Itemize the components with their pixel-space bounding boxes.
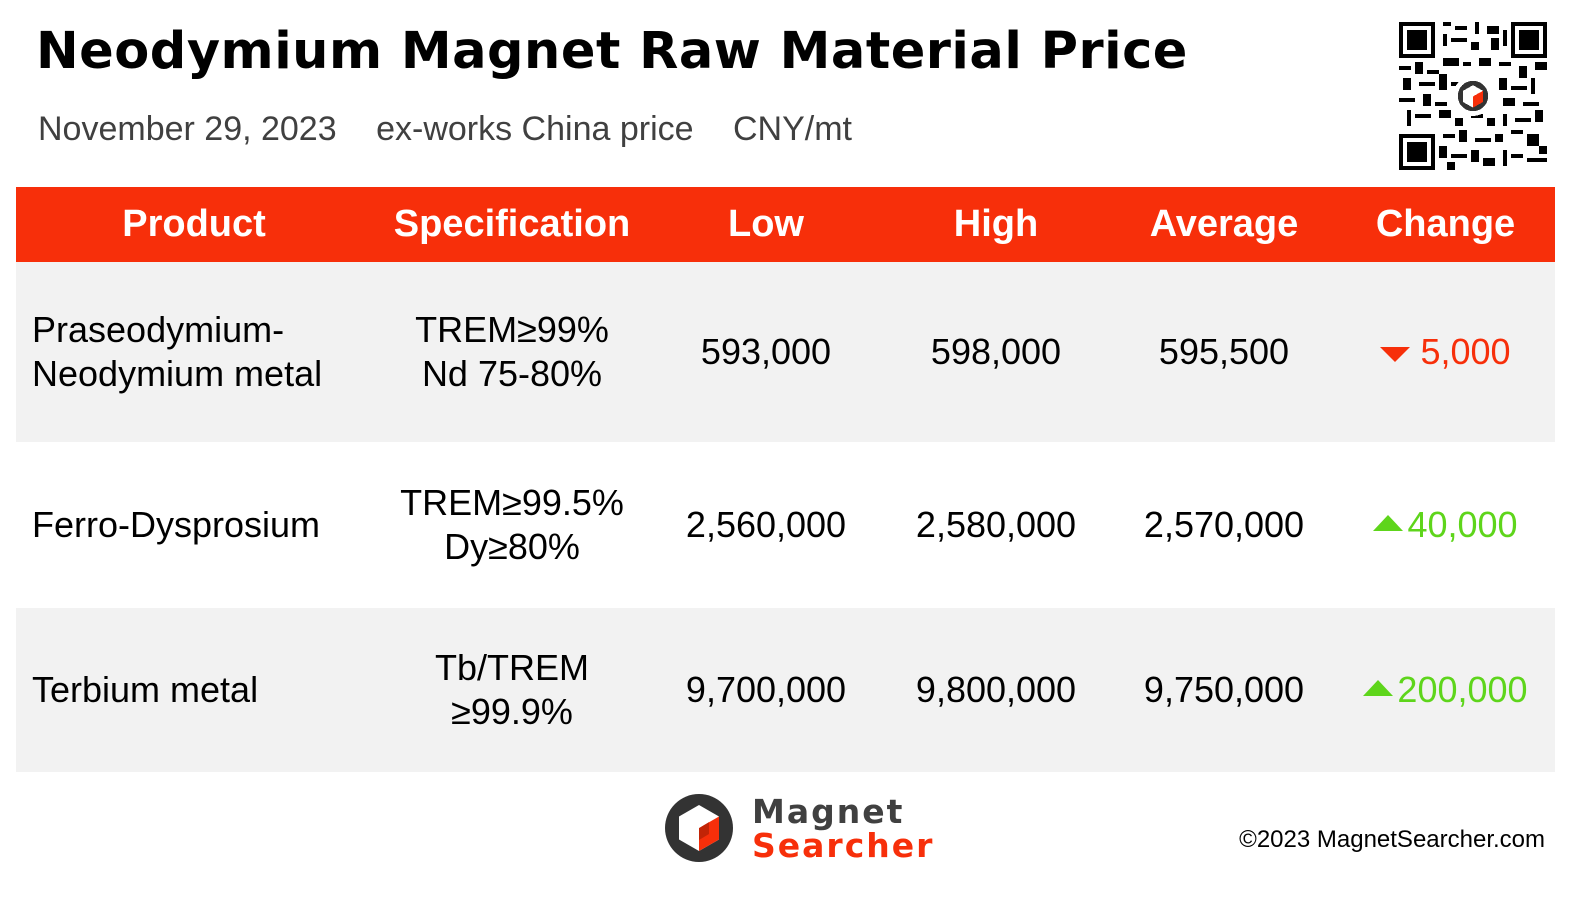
- price-table: Product Specification Low High Average C…: [16, 187, 1555, 772]
- price-basis: ex-works China price: [376, 110, 694, 148]
- table-row: Terbium metal Tb/TREM ≥99.9% 9,700,000 9…: [16, 608, 1555, 772]
- column-header-high: High: [953, 203, 1039, 245]
- high-price-cell: 9,800,000: [915, 669, 1077, 710]
- product-cell: Praseodymium- Neodymium metal: [32, 309, 323, 394]
- copyright-text: ©2023 MagnetSearcher.com: [1239, 826, 1545, 853]
- average-price-cell: 595,500: [1158, 331, 1290, 372]
- qr-code-icon[interactable]: [1399, 22, 1547, 170]
- high-price-cell: 2,580,000: [915, 504, 1077, 545]
- product-cell: Terbium metal: [32, 669, 259, 710]
- triangle-up-icon: [1373, 515, 1404, 531]
- high-price-cell: 598,000: [930, 331, 1062, 372]
- table-row: Praseodymium- Neodymium metal TREM≥99% N…: [16, 262, 1555, 442]
- logo-text-searcher: Searcher: [752, 826, 935, 865]
- change-value: 40,000: [1407, 504, 1518, 545]
- page-subtitle: November 29, 2023 ex-works China price C…: [38, 110, 882, 149]
- column-header-low: Low: [728, 203, 804, 245]
- low-price-cell: 2,560,000: [685, 504, 847, 545]
- column-header-specification: Specification: [393, 203, 631, 245]
- change-cell: 200,000: [1336, 669, 1555, 711]
- magnet-searcher-logo-icon[interactable]: [664, 793, 734, 863]
- low-price-cell: 9,700,000: [685, 669, 847, 710]
- specification-cell: Tb/TREM ≥99.9%: [434, 647, 589, 732]
- change-cell: 5,000: [1336, 331, 1555, 373]
- change-value: 200,000: [1397, 669, 1528, 710]
- average-price-cell: 9,750,000: [1143, 669, 1305, 710]
- table-header: Product Specification Low High Average C…: [16, 187, 1555, 262]
- low-price-cell: 593,000: [700, 331, 832, 372]
- change-value: 5,000: [1420, 331, 1511, 372]
- specification-cell: TREM≥99.5% Dy≥80%: [400, 482, 624, 567]
- price-unit: CNY/mt: [733, 110, 852, 148]
- logo-text-magnet: Magnet: [752, 792, 905, 831]
- page-title: Neodymium Magnet Raw Material Price: [36, 22, 1188, 81]
- column-header-change: Change: [1375, 203, 1516, 245]
- product-cell: Ferro-Dysprosium: [32, 504, 321, 545]
- table-row: Ferro-Dysprosium TREM≥99.5% Dy≥80% 2,560…: [16, 442, 1555, 608]
- triangle-down-icon: [1380, 346, 1411, 362]
- column-header-average: Average: [1149, 203, 1299, 245]
- price-date: November 29, 2023: [38, 110, 337, 148]
- specification-cell: TREM≥99% Nd 75-80%: [415, 309, 609, 394]
- change-cell: 40,000: [1336, 504, 1555, 546]
- triangle-up-icon: [1363, 680, 1394, 696]
- column-header-product: Product: [122, 203, 266, 245]
- average-price-cell: 2,570,000: [1143, 504, 1305, 545]
